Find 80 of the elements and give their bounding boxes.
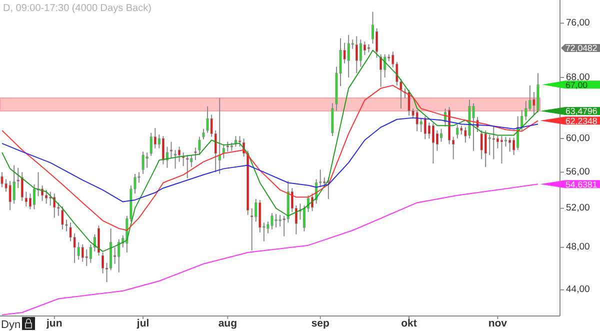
x-tick-label: sep <box>311 318 330 330</box>
candlestick <box>32 184 36 210</box>
candlestick <box>202 128 205 140</box>
y-tick-label: 60,00 <box>566 132 590 144</box>
candlestick <box>408 89 410 116</box>
text: 72,0482 <box>566 43 598 54</box>
candlestick <box>150 132 152 156</box>
candlestick <box>500 136 503 164</box>
candlestick <box>508 137 512 152</box>
line-series <box>2 84 538 231</box>
candlestick <box>520 110 524 131</box>
candlestick <box>274 213 278 228</box>
candlestick <box>24 191 28 207</box>
candlestick <box>504 136 507 148</box>
candlestick <box>347 34 350 78</box>
x-tick-label: jun <box>46 318 62 330</box>
candlestick <box>380 54 382 88</box>
candlestick <box>118 238 120 273</box>
candlestick <box>488 134 491 156</box>
candlestick <box>170 141 173 159</box>
candlestick <box>492 126 495 160</box>
candlestick <box>428 122 430 140</box>
candlestick <box>238 136 242 148</box>
candlestick <box>182 152 185 167</box>
line-series <box>2 184 538 316</box>
candlestick <box>432 122 434 164</box>
candlestick <box>12 164 16 204</box>
candlestick <box>376 28 378 58</box>
data-label: 63,4796 <box>566 106 598 116</box>
candlestick <box>226 141 229 152</box>
candlestick <box>355 36 358 74</box>
candlestick <box>85 248 88 267</box>
candlestick <box>102 252 104 274</box>
y-tick-label: 48,00 <box>566 242 590 253</box>
candlestick <box>146 152 148 168</box>
data-label: 54,6381 <box>566 179 598 190</box>
candlestick <box>20 172 24 202</box>
y-tick-label: 44,00 <box>566 284 590 296</box>
x-tick-label: aug <box>218 318 238 330</box>
candlestick <box>359 39 362 68</box>
x-tick-label: nov <box>488 318 508 330</box>
text: Dyn <box>1 319 21 331</box>
y-tick-label: 52,00 <box>566 202 590 214</box>
candlestick <box>424 116 426 140</box>
x-tick-label: jul <box>136 318 150 330</box>
candlestick <box>142 151 144 174</box>
candlestick <box>174 150 177 170</box>
candlestick <box>49 191 52 206</box>
candlestick <box>270 212 274 230</box>
candlestick <box>440 128 443 142</box>
candlestick <box>416 110 418 132</box>
candlestick <box>222 144 225 159</box>
line-series <box>2 50 538 252</box>
candlestick <box>81 244 84 262</box>
data-label: 62,2348 <box>566 116 598 126</box>
candlestick <box>480 130 483 160</box>
candlestick <box>186 154 189 179</box>
y-tick-label: 76,00 <box>566 18 590 29</box>
candlestick <box>484 130 487 168</box>
candlestick <box>436 130 438 152</box>
candlestick <box>178 146 181 162</box>
candlestick <box>472 102 475 152</box>
x-tick-label: okt <box>401 318 418 330</box>
candlestick <box>162 136 164 165</box>
candlestick <box>61 206 64 230</box>
candlestick <box>278 214 282 227</box>
y-tick-label: 56,00 <box>566 166 590 178</box>
candlestick <box>496 136 499 149</box>
candlestick <box>45 189 48 204</box>
candlestick <box>8 180 12 211</box>
candlestick <box>190 154 193 168</box>
line-series <box>2 117 538 202</box>
candlestick <box>194 147 197 161</box>
candlestick <box>0 172 4 188</box>
candlestick <box>234 136 237 148</box>
candlestick <box>198 136 201 156</box>
candlestick <box>456 124 459 140</box>
candlestick <box>206 106 209 134</box>
chart-title: D, 09:00-17:30 (4000 Days Back) <box>3 3 152 14</box>
candlestick <box>218 97 221 174</box>
